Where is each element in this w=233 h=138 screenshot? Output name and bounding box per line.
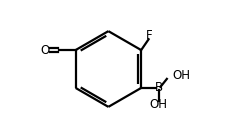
Text: OH: OH [150,98,168,111]
Text: B: B [155,81,163,94]
Text: F: F [146,29,153,42]
Text: O: O [41,44,50,57]
Text: OH: OH [172,69,190,82]
